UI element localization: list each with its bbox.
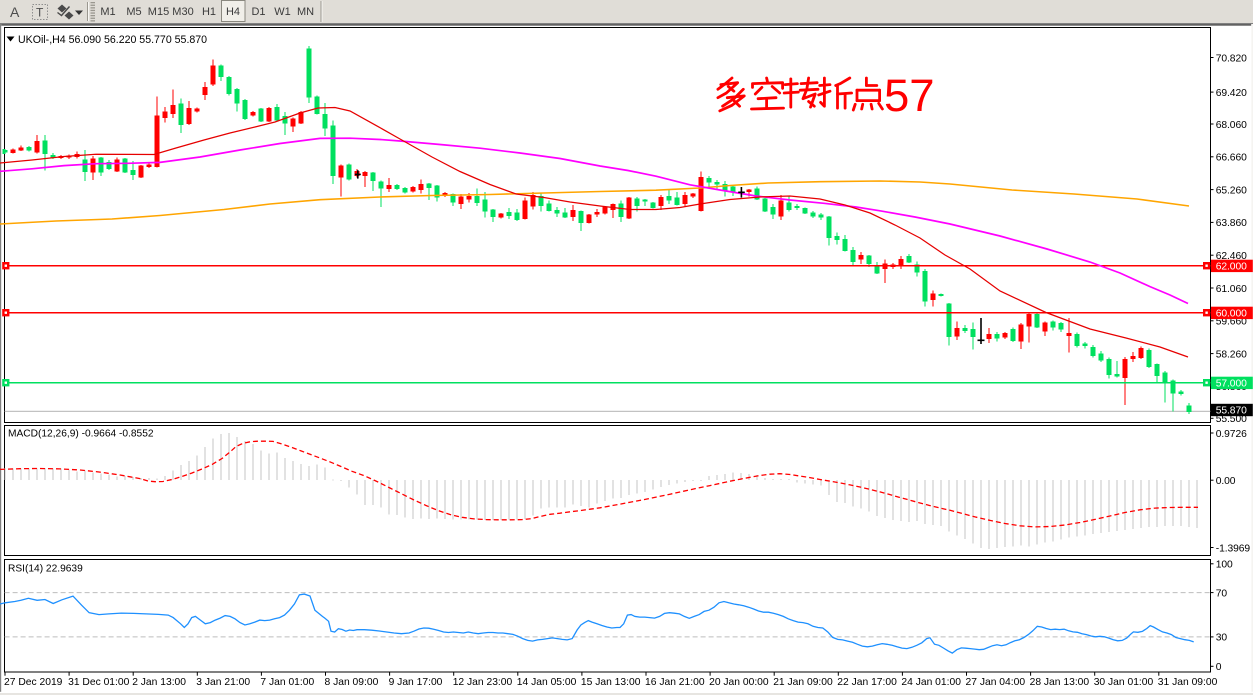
svg-text:0.00: 0.00 [1216,476,1236,487]
svg-text:D1: D1 [251,6,265,18]
svg-text:31 Jan 09:00: 31 Jan 09:00 [1158,677,1218,688]
svg-text:66.660: 66.660 [1216,153,1247,164]
svg-text:57.000: 57.000 [1216,379,1247,390]
svg-text:8 Jan 09:00: 8 Jan 09:00 [325,677,379,688]
svg-text:57: 57 [884,70,935,121]
svg-text:69.420: 69.420 [1216,88,1247,99]
svg-text:100: 100 [1216,560,1233,571]
svg-text:31 Dec 01:00: 31 Dec 01:00 [68,677,130,688]
svg-text:70.820: 70.820 [1216,53,1247,64]
svg-text:68.060: 68.060 [1216,120,1247,131]
svg-text:0.9726: 0.9726 [1216,429,1247,440]
svg-text:58.260: 58.260 [1216,349,1247,360]
svg-text:H4: H4 [226,6,240,18]
svg-text:H1: H1 [202,6,216,18]
svg-text:27 Dec 2019: 27 Dec 2019 [4,677,63,688]
svg-text:0: 0 [1216,662,1222,673]
svg-text:MN: MN [297,6,314,18]
svg-text:A: A [10,4,20,20]
svg-text:55.500: 55.500 [1216,414,1247,425]
svg-text:62.000: 62.000 [1216,262,1247,273]
svg-text:27 Jan 04:00: 27 Jan 04:00 [966,677,1026,688]
svg-text:21 Jan 09:00: 21 Jan 09:00 [773,677,833,688]
svg-text:55.870: 55.870 [1216,406,1247,417]
svg-text:15 Jan 13:00: 15 Jan 13:00 [581,677,641,688]
svg-text:M1: M1 [100,6,115,18]
svg-text:12 Jan 23:00: 12 Jan 23:00 [453,677,513,688]
svg-text:30: 30 [1216,633,1228,644]
svg-text:24 Jan 01:00: 24 Jan 01:00 [901,677,961,688]
svg-text:59.660: 59.660 [1216,317,1247,328]
svg-text:65.260: 65.260 [1216,185,1247,196]
svg-text:61.060: 61.060 [1216,284,1247,295]
svg-text:M15: M15 [148,6,169,18]
svg-text:20 Jan 00:00: 20 Jan 00:00 [709,677,769,688]
svg-text:30 Jan 01:00: 30 Jan 01:00 [1094,677,1154,688]
svg-text:UKOil-,H4 56.090 56.220 55.77: UKOil-,H4 56.090 56.220 55.770 55.870 [18,34,207,46]
svg-text:70: 70 [1216,588,1228,599]
svg-text:60.000: 60.000 [1216,309,1247,320]
svg-text:3 Jan 21:00: 3 Jan 21:00 [196,677,250,688]
svg-text:28 Jan 13:00: 28 Jan 13:00 [1030,677,1090,688]
svg-text:MACD(12,26,9) -0.9664 -0.8552: MACD(12,26,9) -0.9664 -0.8552 [8,429,154,440]
svg-text:62.460: 62.460 [1216,251,1247,262]
svg-text:-1.3969: -1.3969 [1216,543,1251,554]
svg-text:9 Jan 17:00: 9 Jan 17:00 [389,677,443,688]
svg-text:M30: M30 [172,6,193,18]
svg-text:T: T [36,6,44,20]
svg-text:W1: W1 [274,6,291,18]
svg-text:RSI(14) 22.9639: RSI(14) 22.9639 [8,564,83,575]
svg-text:7 Jan 01:00: 7 Jan 01:00 [260,677,314,688]
svg-text:M5: M5 [126,6,141,18]
svg-text:2 Jan 13:00: 2 Jan 13:00 [132,677,186,688]
svg-text:22 Jan 17:00: 22 Jan 17:00 [837,677,897,688]
svg-text:16 Jan 21:00: 16 Jan 21:00 [645,677,705,688]
svg-text:14 Jan 05:00: 14 Jan 05:00 [517,677,577,688]
svg-text:63.860: 63.860 [1216,218,1247,229]
